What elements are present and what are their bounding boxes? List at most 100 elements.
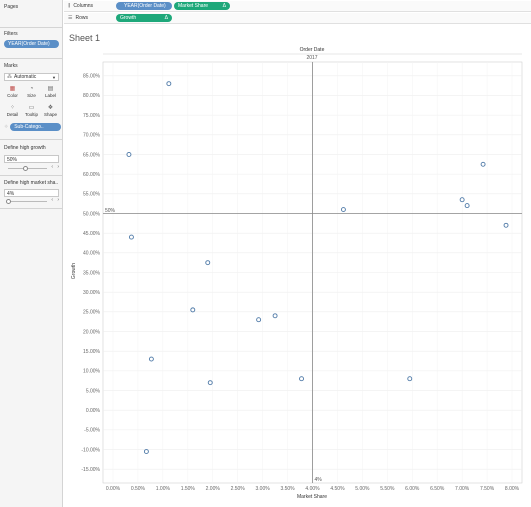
rows-label-group: ☰ Rows: [64, 15, 114, 21]
scatter-point: [190, 307, 196, 313]
divider: [0, 208, 63, 209]
y-tick-label: 5.00%: [86, 388, 101, 394]
chevron-left-icon[interactable]: ‹: [51, 197, 53, 203]
y-tick-label: -15.00%: [81, 467, 100, 473]
rows-label: Rows: [75, 15, 88, 21]
y-tick-label: 20.00%: [83, 329, 101, 335]
rows-shelf[interactable]: ☰ Rows Growth Δ: [64, 13, 531, 24]
slider-track: [8, 201, 47, 202]
y-tick-label: 65.00%: [83, 152, 101, 158]
pages-title: Pages: [4, 4, 19, 10]
scatter-point: [407, 376, 413, 382]
slider-handle[interactable]: [23, 165, 28, 171]
tooltip-button[interactable]: ▭ Tooltip: [23, 104, 40, 121]
y-tick-label: 80.00%: [83, 93, 101, 99]
param-high-growth-title: Define high growth: [4, 145, 46, 151]
scatter-point: [166, 81, 172, 87]
rows-icon: ☰: [68, 15, 73, 21]
y-tick-label: 45.00%: [83, 231, 101, 237]
columns-pill-market-share-label: Market Share: [178, 3, 209, 9]
chart-top-header: Order Date: [300, 47, 325, 53]
slider-handle[interactable]: [5, 198, 11, 204]
scatter-point: [207, 380, 213, 386]
param-market-share-slider[interactable]: ‹ ›: [4, 197, 59, 204]
x-tick-label: 3.00%: [256, 486, 271, 492]
label-button[interactable]: ▤ Label: [42, 85, 59, 102]
param-market-share-title: Define high market sha..: [4, 180, 59, 186]
columns-shelf[interactable]: ⫼ Columns YEAR(Order Date) Market Share …: [64, 1, 531, 12]
y-tick-label: 35.00%: [83, 270, 101, 276]
filters-card[interactable]: Filters YEAR(Order Date): [2, 29, 61, 49]
scatter-point: [480, 161, 486, 167]
x-tick-label: 1.00%: [156, 486, 171, 492]
rows-pill-growth[interactable]: Growth Δ: [116, 14, 172, 22]
label-button-label: Label: [44, 93, 56, 98]
color-button[interactable]: ▦ Color: [4, 85, 21, 102]
scatter-point: [299, 376, 304, 382]
rows-pill-growth-label: Growth: [120, 15, 137, 21]
chevron-left-icon[interactable]: ‹: [51, 164, 53, 170]
marks-type-select[interactable]: ⁂ Automatic ▼: [4, 73, 59, 81]
x-tick-label: 2.50%: [231, 486, 246, 492]
y-tick-label: 70.00%: [83, 133, 101, 139]
size-button[interactable]: ◔ Size: [23, 85, 40, 102]
scatter-point: [503, 222, 509, 228]
y-axis-label: Growth: [71, 263, 77, 279]
size-icon: ◔: [29, 86, 34, 92]
x-tick-label: 7.50%: [480, 486, 495, 492]
param-high-growth-input[interactable]: 50%: [4, 155, 59, 163]
size-button-label: Size: [27, 93, 36, 98]
y-tick-label: 40.00%: [83, 251, 101, 257]
plot-pane-border: [102, 61, 523, 484]
marks-type-value: Automatic: [14, 74, 37, 80]
columns-pill-market-share[interactable]: Market Share Δ: [174, 2, 230, 10]
x-tick-label: 7.00%: [455, 486, 470, 492]
columns-pill-year[interactable]: YEAR(Order Date): [116, 2, 172, 10]
y-tick-label: -5.00%: [84, 428, 100, 434]
param-high-growth-card: Define high growth: [2, 143, 61, 153]
divider: [0, 139, 63, 140]
detail-button[interactable]: ⁘ Detail: [4, 104, 21, 121]
scatter-point: [148, 356, 154, 362]
delta-icon: Δ: [222, 3, 226, 9]
reference-label-growth: 50%: [105, 208, 116, 214]
divider: [0, 175, 63, 176]
columns-label: Columns: [73, 3, 94, 9]
scatter-point: [340, 207, 346, 212]
x-tick-label: 0.50%: [131, 486, 146, 492]
x-tick-label: 4.00%: [305, 486, 320, 492]
detail-button-label: Detail: [6, 112, 19, 117]
x-tick-label: 0.00%: [106, 486, 121, 492]
chevron-right-icon[interactable]: ›: [57, 164, 59, 170]
delta-icon: Δ: [164, 15, 168, 21]
y-tick-label: 55.00%: [83, 192, 101, 198]
x-tick-label: 3.50%: [280, 486, 295, 492]
scatter-point: [464, 203, 470, 209]
shape-button[interactable]: ❖ Shape: [42, 104, 59, 121]
y-tick-label: 85.00%: [83, 74, 101, 80]
chevron-right-icon[interactable]: ›: [57, 197, 59, 203]
filters-title: Filters: [4, 31, 18, 37]
divider: [0, 27, 63, 28]
param-high-growth-slider[interactable]: ‹ ›: [4, 164, 59, 171]
y-tick-label: 0.00%: [86, 408, 101, 414]
y-tick-label: 75.00%: [83, 113, 101, 119]
x-tick-label: 6.00%: [405, 486, 420, 492]
param-market-share-input[interactable]: 4%: [4, 189, 59, 197]
x-tick-label: 4.50%: [330, 486, 345, 492]
y-tick-label: 15.00%: [83, 349, 101, 355]
scatter-point: [459, 197, 465, 203]
y-tick-label: 10.00%: [83, 369, 101, 375]
chevron-down-icon: ▼: [52, 74, 56, 80]
detail-icon: ⁘: [9, 105, 16, 111]
label-icon: ▤: [47, 86, 54, 92]
left-panel: Pages Filters YEAR(Order Date) Marks ⁂ A…: [0, 0, 63, 507]
scatter-point: [128, 234, 134, 240]
columns-icon: ⫼: [68, 3, 71, 9]
pages-card[interactable]: Pages: [2, 2, 61, 12]
detail-pill-subcategory[interactable]: Sub-Catego..: [10, 123, 61, 131]
tooltip-button-label: Tooltip: [24, 112, 38, 117]
filter-pill-year[interactable]: YEAR(Order Date): [4, 40, 59, 48]
x-tick-label: 1.50%: [181, 486, 196, 492]
